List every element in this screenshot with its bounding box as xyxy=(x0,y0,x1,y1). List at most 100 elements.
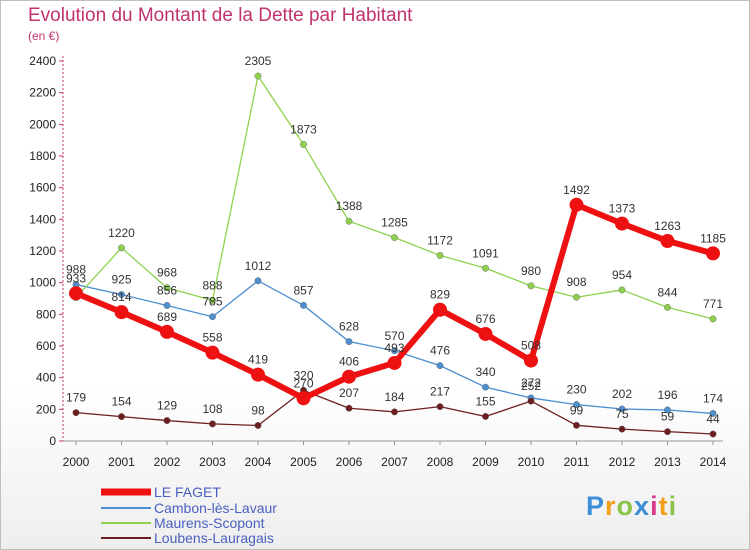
y-tick-label: 600 xyxy=(36,339,56,353)
data-label: 406 xyxy=(339,355,359,369)
data-label: 1873 xyxy=(290,122,317,136)
data-label: 272 xyxy=(521,376,541,390)
data-point xyxy=(478,326,493,341)
data-point xyxy=(72,409,80,417)
y-tick-label: 1600 xyxy=(29,181,56,195)
data-label: 340 xyxy=(475,365,495,379)
data-point xyxy=(573,293,580,301)
data-point xyxy=(436,252,444,259)
data-point xyxy=(664,406,671,414)
data-point xyxy=(209,313,216,321)
data-label: 888 xyxy=(202,278,222,292)
data-point xyxy=(391,347,398,355)
data-point xyxy=(345,338,353,345)
logo-letter: r xyxy=(605,491,617,521)
x-tick-label: 2008 xyxy=(427,455,454,469)
data-point xyxy=(251,367,265,382)
data-label: 857 xyxy=(293,283,313,297)
data-point xyxy=(433,302,447,317)
data-point xyxy=(300,301,307,309)
data-point xyxy=(118,244,125,252)
data-label: 954 xyxy=(612,268,632,282)
legend-label: LE FAGET xyxy=(154,484,221,500)
data-label: 320 xyxy=(293,368,313,382)
data-point xyxy=(664,303,671,311)
data-point xyxy=(615,216,629,231)
data-label: 628 xyxy=(339,320,359,334)
data-point xyxy=(706,246,720,261)
data-point xyxy=(527,282,535,290)
data-point xyxy=(482,383,489,391)
data-point xyxy=(709,410,717,417)
data-point xyxy=(527,397,535,405)
x-tick-label: 2005 xyxy=(290,455,317,469)
y-tick-label: 1400 xyxy=(29,212,56,226)
x-tick-label: 2000 xyxy=(63,455,90,469)
logo-letter: P xyxy=(586,491,606,521)
chart-subtitle: (en €) xyxy=(28,29,60,43)
data-point xyxy=(482,413,489,420)
y-tick-label: 400 xyxy=(36,371,56,385)
data-label: 968 xyxy=(157,266,177,280)
data-label: 174 xyxy=(703,391,723,405)
data-point xyxy=(345,217,353,225)
data-label: 155 xyxy=(475,394,495,408)
data-label: 59 xyxy=(661,410,675,424)
data-point xyxy=(114,305,129,320)
data-point xyxy=(254,72,262,80)
data-label: 1373 xyxy=(609,202,636,216)
data-label: 217 xyxy=(430,385,450,399)
data-point xyxy=(300,141,307,148)
data-point xyxy=(569,197,584,212)
data-point xyxy=(709,430,717,438)
data-label: 196 xyxy=(657,388,677,402)
y-tick-label: 0 xyxy=(49,434,56,448)
data-point xyxy=(709,315,717,323)
data-label: 1263 xyxy=(654,219,681,233)
data-label: 1091 xyxy=(472,246,499,260)
x-tick-label: 2011 xyxy=(564,455,590,469)
y-tick-label: 200 xyxy=(36,402,56,416)
x-tick-label: 2013 xyxy=(654,455,681,469)
data-point xyxy=(573,421,580,429)
data-label: 419 xyxy=(248,353,268,367)
legend-label: Maurens-Scopont xyxy=(154,515,265,531)
x-tick-label: 2003 xyxy=(199,455,226,469)
data-point xyxy=(345,404,353,412)
data-label: 689 xyxy=(157,310,177,324)
data-point xyxy=(254,422,262,429)
logo-letter: t xyxy=(658,491,669,521)
x-tick-label: 2002 xyxy=(154,455,181,469)
logo-letter: o xyxy=(616,491,635,521)
y-tick-label: 2000 xyxy=(29,117,56,131)
x-tick-label: 2001 xyxy=(108,455,135,469)
data-label: 476 xyxy=(430,344,450,358)
data-label: 676 xyxy=(475,312,495,326)
data-point xyxy=(391,234,398,241)
data-label: 558 xyxy=(202,331,222,345)
data-label: 2305 xyxy=(245,54,272,68)
data-label: 908 xyxy=(566,275,586,289)
y-tick-label: 2200 xyxy=(29,86,56,100)
data-label: 980 xyxy=(521,264,541,278)
data-point xyxy=(118,291,125,298)
data-point xyxy=(163,302,171,309)
data-point xyxy=(391,408,398,416)
data-label: 771 xyxy=(703,297,723,311)
data-point xyxy=(660,234,675,249)
data-point xyxy=(436,362,444,370)
legend-label: Loubens-Lauragais xyxy=(154,530,274,546)
data-point xyxy=(524,353,538,368)
data-point xyxy=(205,345,220,360)
x-tick-label: 2014 xyxy=(700,455,727,469)
data-point xyxy=(209,296,216,304)
data-label: 98 xyxy=(251,403,265,417)
data-label: 75 xyxy=(615,407,629,421)
y-tick-label: 1000 xyxy=(29,276,56,290)
data-label: 493 xyxy=(384,341,404,355)
data-point xyxy=(387,355,402,370)
data-label: 785 xyxy=(202,295,222,309)
data-label: 508 xyxy=(521,339,541,353)
logo-letter: x xyxy=(634,491,651,521)
